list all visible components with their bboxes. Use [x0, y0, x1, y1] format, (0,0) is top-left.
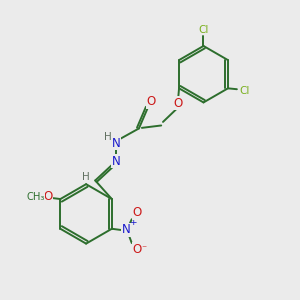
Text: H: H [82, 172, 90, 182]
Text: N: N [112, 154, 120, 168]
Text: +: + [129, 218, 136, 227]
Text: N: N [122, 223, 130, 236]
Text: ⁻: ⁻ [142, 244, 147, 254]
Text: O: O [43, 190, 52, 203]
Text: O: O [146, 95, 155, 108]
Text: O: O [133, 206, 142, 219]
Text: O: O [133, 243, 142, 256]
Text: H: H [104, 132, 112, 142]
Text: CH₃: CH₃ [26, 192, 45, 202]
Text: Cl: Cl [240, 86, 250, 96]
Text: O: O [173, 97, 182, 110]
Text: Cl: Cl [198, 25, 209, 34]
Text: N: N [112, 136, 120, 149]
